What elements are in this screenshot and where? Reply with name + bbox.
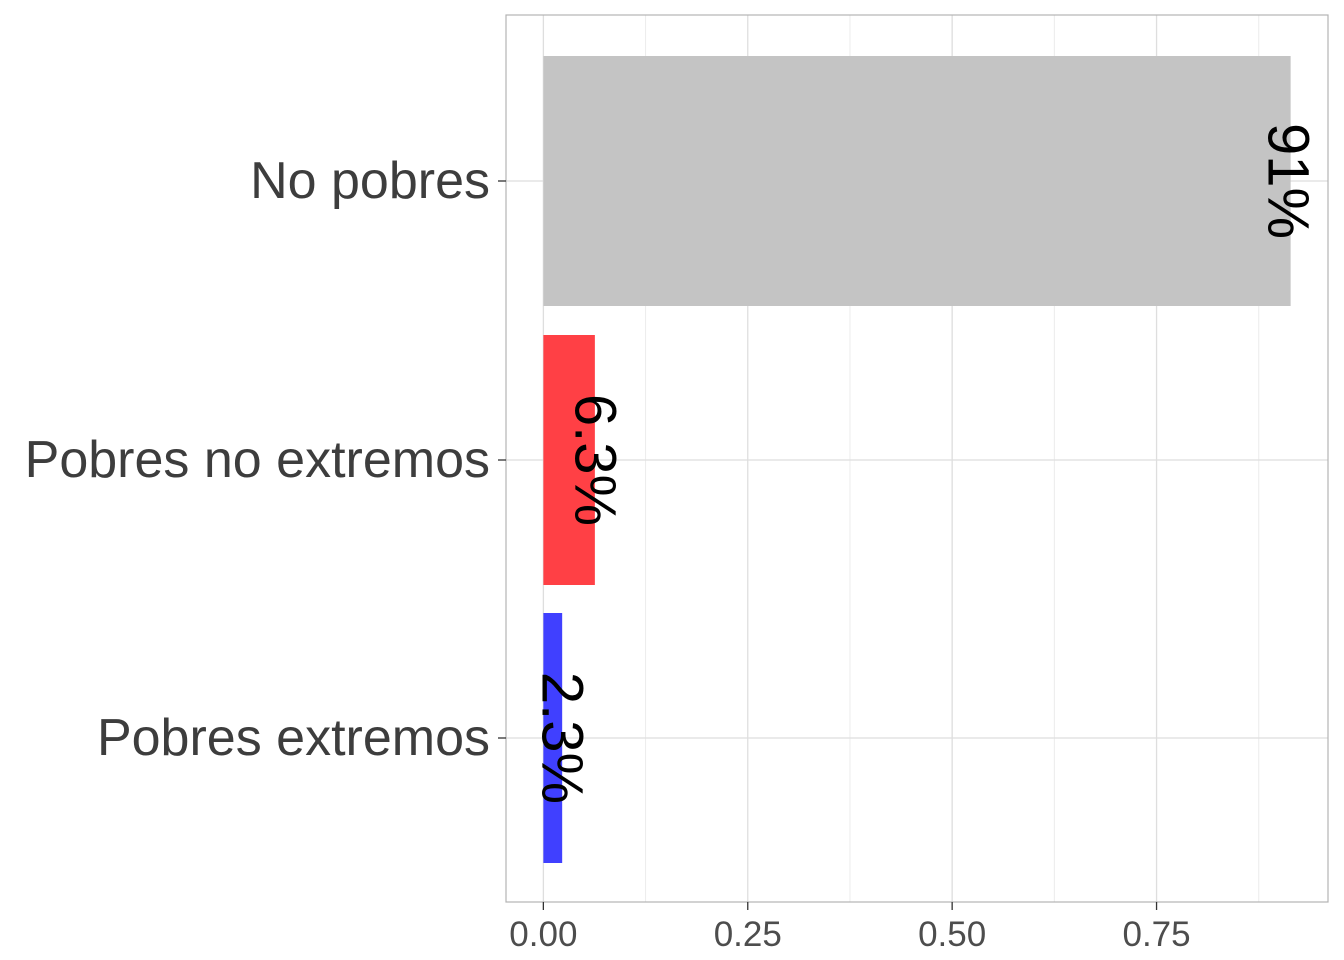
y-tick-label: Pobres no extremos <box>25 431 490 489</box>
bar-value-label: 6.3% <box>562 394 627 526</box>
y-axis: No pobres Pobres no extremos Pobres extrem… <box>25 152 506 767</box>
bar <box>543 613 563 863</box>
bar-value-label: 2.3% <box>530 672 595 804</box>
x-axis: 0.00 0.25 0.50 0.75 <box>509 902 1191 954</box>
bar <box>543 335 595 585</box>
y-tick-label: Pobres extremos <box>97 709 490 767</box>
panel-border <box>505 14 1329 903</box>
bars <box>543 56 1291 863</box>
x-tick-label: 0.00 <box>509 915 577 954</box>
x-tick-label: 0.50 <box>918 915 986 954</box>
bar-value-label: 91% <box>1256 123 1321 239</box>
x-tick-label: 0.75 <box>1122 915 1190 954</box>
x-tick-label: 0.25 <box>714 915 782 954</box>
y-tick-label: No pobres <box>250 152 490 210</box>
bar-value-labels: 91% 6.3% 2.3% <box>530 123 1321 804</box>
bar <box>543 56 1291 306</box>
